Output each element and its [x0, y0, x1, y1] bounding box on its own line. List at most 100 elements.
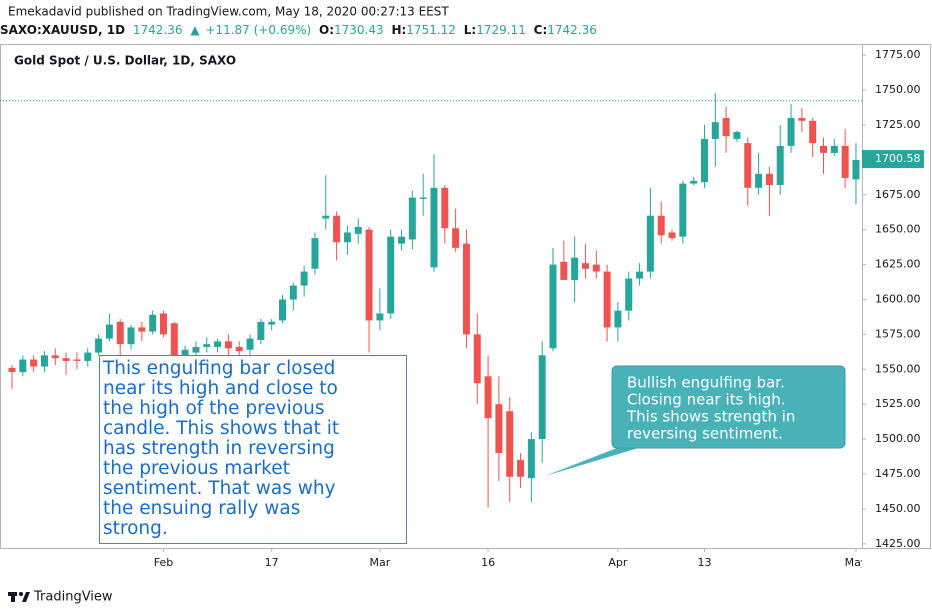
candle-body	[203, 344, 211, 347]
candle-body	[700, 138, 708, 183]
candle-body	[387, 236, 395, 314]
candle-body	[452, 228, 460, 248]
candle-body	[19, 359, 27, 373]
candle-body	[268, 321, 276, 325]
close: 1742.36	[547, 23, 597, 37]
candle-body	[506, 411, 514, 477]
candle-body	[527, 439, 535, 479]
candle-body	[224, 341, 232, 349]
y-tick-label: 1600.00	[875, 292, 921, 305]
candle-body	[852, 159, 860, 180]
candle-body	[841, 145, 849, 179]
candle-body	[376, 313, 384, 321]
candle-body	[776, 145, 784, 186]
candle-body	[246, 338, 254, 350]
high: 1751.12	[406, 23, 456, 37]
candle-body	[549, 264, 557, 349]
y-tick-label: 1650.00	[875, 223, 921, 236]
candle-body	[322, 215, 330, 219]
candle-body	[571, 257, 579, 280]
candle-body	[127, 327, 135, 345]
candle-body	[560, 261, 568, 280]
candle-body	[625, 278, 633, 311]
candle-body	[365, 229, 373, 321]
candle-body	[787, 117, 795, 146]
candle-body	[235, 346, 243, 352]
note-line: This engulfing bar closed	[102, 358, 335, 379]
candle-body	[592, 264, 600, 272]
callout-box	[611, 365, 846, 449]
candle-body	[40, 355, 48, 367]
candle-body	[765, 173, 773, 186]
low: 1729.11	[476, 23, 526, 37]
candle-body	[473, 334, 481, 384]
candle-body	[105, 324, 113, 339]
y-tick-label: 1625.00	[875, 258, 921, 271]
candle-body	[51, 355, 59, 359]
candle-body	[646, 215, 654, 272]
x-tick-label: Feb	[154, 556, 173, 569]
candle-body	[311, 238, 319, 269]
candle-body	[419, 197, 427, 199]
symbol: SAXO:XAUUSD, 1D	[0, 23, 125, 37]
y-tick-label: 1575.00	[875, 327, 921, 340]
note-line: candle. This shows that it	[103, 418, 339, 439]
footer-brand: TradingView	[33, 590, 113, 605]
open: 1730.43	[334, 23, 384, 37]
candle-body	[495, 404, 503, 454]
note-box	[99, 355, 407, 544]
candle-body	[343, 232, 351, 243]
x-tick-label: 16	[481, 556, 495, 569]
plot	[0, 92, 862, 508]
y-tick-label: 1750.00	[875, 83, 921, 96]
candle-body	[430, 187, 438, 268]
note-line: has strength in reversing	[103, 438, 335, 459]
last-price-box	[862, 150, 924, 169]
candle-body	[722, 117, 730, 137]
candle-body	[214, 341, 222, 347]
candle-body	[668, 232, 676, 239]
last-price-label: 1700.58	[875, 152, 921, 165]
byline: Emekadavid published on TradingView.com,…	[8, 5, 449, 19]
change: +11.87 (+0.69%)	[205, 23, 311, 37]
note-line: the ensuing rally was	[103, 498, 300, 519]
frame	[0, 44, 931, 549]
candle-body	[830, 145, 838, 153]
callout-line: reversing sentiment.	[627, 425, 783, 443]
callout-line: Bullish engulfing bar.	[627, 374, 785, 392]
candle-body	[798, 117, 806, 121]
note-line: sentiment. That was why	[103, 478, 336, 499]
high-label: H:	[391, 23, 406, 37]
candle-body	[636, 271, 644, 279]
candle-body	[73, 359, 81, 361]
y-tick-label: 1725.00	[875, 118, 921, 131]
candle-body	[95, 338, 103, 353]
candle-body	[149, 314, 157, 332]
candle-body	[279, 299, 286, 321]
candle-body	[138, 327, 146, 332]
y-tick-label: 1675.00	[875, 188, 921, 201]
candle-body	[733, 131, 741, 139]
candle-body	[603, 271, 611, 328]
candle-body	[84, 352, 92, 361]
x-tick-label: Mar	[369, 556, 390, 569]
candle-body	[679, 183, 687, 237]
y-tick-label: 1500.00	[875, 432, 921, 445]
y-tick-label: 1775.00	[875, 48, 921, 61]
candle-body	[300, 271, 308, 286]
candle-body	[62, 358, 70, 361]
candle-body	[755, 173, 763, 188]
chart-title: Gold Spot / U.S. Dollar, 1D, SAXO	[14, 54, 236, 68]
low-label: L:	[464, 23, 476, 37]
logo	[8, 592, 30, 602]
note-line: near its high and close to	[103, 378, 338, 399]
candle-body	[354, 226, 362, 234]
candle-body	[8, 367, 16, 373]
note-line: the high of the previous	[103, 398, 325, 419]
candle-body	[441, 187, 449, 229]
candle-body	[408, 197, 416, 240]
candle-body	[192, 346, 200, 353]
candle-body	[517, 460, 525, 477]
